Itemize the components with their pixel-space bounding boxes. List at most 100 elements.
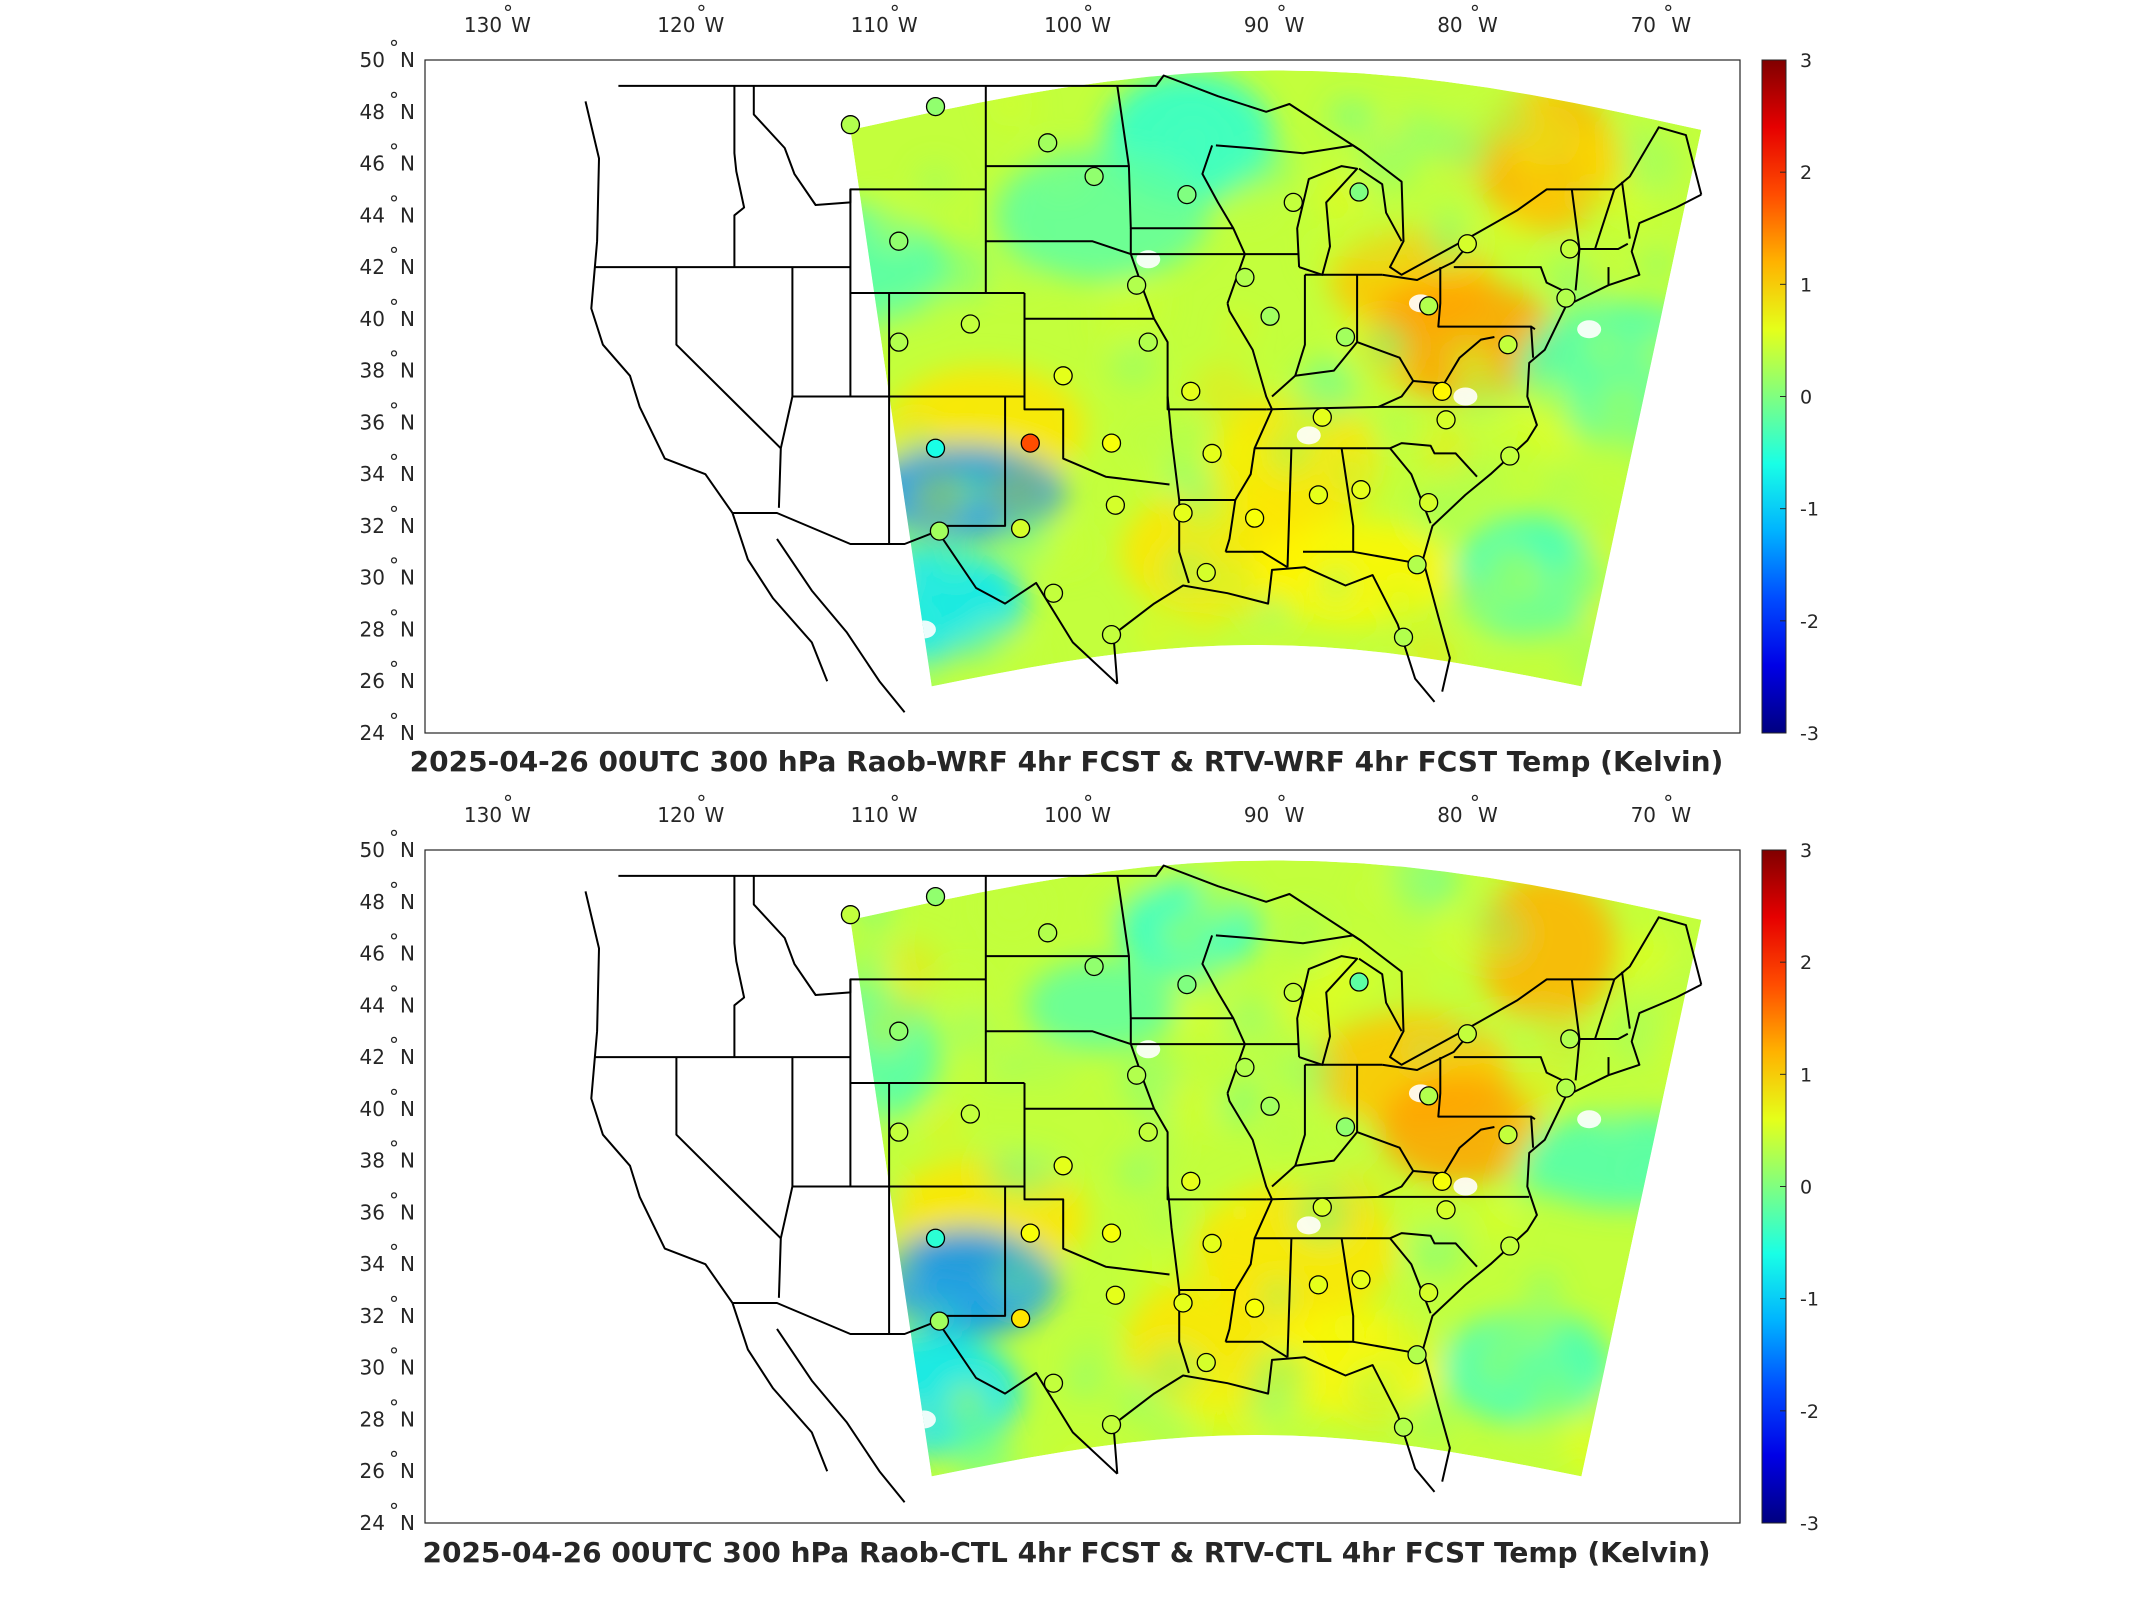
lat-tick-hemisphere: N	[400, 1252, 415, 1276]
map-svg-top: 130 °W 120 °W 110 °W 100 °W 90 °W 80 °W 70 °W50 ° N48 ° N…	[360, 1, 1819, 745]
lat-tick-hemisphere: N	[400, 1045, 415, 1069]
map-panel-top: 130 ° W 120 ° W 110 ° W 100 ° W 90 ° W 80 ° W 70 ° W 50 ° N 48 ° N…	[0, 0, 2133, 790]
lon-tick-label: 130	[464, 13, 502, 37]
map-panel-bottom: 130 ° W 120 ° W 110 ° W 100 ° W 90 ° W 80 ° W 70 ° W 50 ° N 48 ° N…	[0, 790, 2133, 1600]
lat-tick-hemisphere: N	[400, 838, 415, 862]
colorbar-tick-label: -1	[1800, 499, 1819, 521]
station-marker	[1436, 410, 1456, 430]
station-marker	[1084, 956, 1104, 977]
station-marker	[1308, 485, 1329, 505]
lon-tick-hemisphere: W	[1091, 13, 1111, 37]
lat-tick-label: 26	[360, 1459, 385, 1483]
degree-mark: °	[389, 930, 399, 954]
lat-tick-hemisphere: N	[400, 1200, 415, 1224]
lat-tick-hemisphere: N	[400, 410, 415, 434]
raob-stations	[840, 886, 1580, 1437]
raob-stations	[840, 96, 1580, 647]
lat-tick-hemisphere: N	[400, 890, 415, 914]
degree-mark: °	[389, 657, 399, 681]
lat-tick-label: 42	[360, 1045, 385, 1069]
lon-tick-label: 90	[1244, 803, 1269, 827]
station-marker	[1235, 1057, 1255, 1078]
lat-tick-hemisphere: N	[400, 1407, 415, 1431]
station-marker	[960, 314, 980, 334]
lat-tick-label: 36	[360, 410, 385, 434]
degree-mark: °	[389, 1188, 399, 1212]
station-marker	[1500, 1236, 1520, 1256]
station-marker	[1181, 1171, 1201, 1191]
lat-tick-label: 34	[360, 1252, 385, 1276]
degree-mark: °	[1277, 791, 1287, 815]
degree-mark: °	[389, 88, 399, 112]
station-marker	[1457, 1024, 1477, 1044]
station-marker	[1105, 1285, 1126, 1305]
degree-mark: °	[1663, 1, 1673, 25]
station-marker	[1308, 1275, 1329, 1295]
lat-tick-hemisphere: N	[400, 1097, 415, 1121]
lat-tick-hemisphere: N	[400, 1511, 415, 1535]
station-marker	[1138, 332, 1158, 352]
map-boundaries	[584, 864, 1703, 1503]
degree-mark: °	[389, 554, 399, 578]
lat-tick-label: 32	[360, 1304, 385, 1328]
axes-frame	[424, 59, 1741, 734]
chart-title-top: 2025-04-26 00UTC 300 hPa Raob-WRF 4hr FC…	[409, 745, 1724, 778]
colorbar-tick-label: 3	[1800, 840, 1812, 862]
lon-tick-hemisphere: W	[705, 803, 725, 827]
station-marker	[1393, 627, 1414, 647]
lon-tick-label: 90	[1244, 13, 1269, 37]
lat-tick-label: 46	[360, 152, 385, 176]
station-marker	[1432, 1171, 1452, 1191]
lat-tick-hemisphere: N	[400, 1356, 415, 1380]
degree-mark: °	[389, 826, 399, 850]
colorbar-tick-label: -2	[1800, 1401, 1819, 1423]
station-marker	[1177, 184, 1197, 205]
lat-tick-label: 30	[360, 566, 385, 590]
colorbar-tick-label: -3	[1800, 723, 1819, 745]
colorbar-tick-label: 2	[1800, 952, 1812, 974]
station-marker	[925, 886, 946, 907]
lat-tick-label: 42	[360, 255, 385, 279]
lon-tick-hemisphere: W	[705, 13, 725, 37]
lon-tick-label: 70	[1631, 803, 1656, 827]
degree-mark: °	[890, 791, 900, 815]
station-marker	[1407, 555, 1427, 575]
station-marker	[1393, 1417, 1414, 1437]
station-marker	[1419, 492, 1439, 513]
degree-mark: °	[389, 878, 399, 902]
lat-tick-hemisphere: N	[400, 721, 415, 745]
lon-tick-label: 70	[1631, 13, 1656, 37]
lat-tick-label: 44	[360, 993, 385, 1017]
station-marker	[925, 1228, 946, 1248]
degree-mark: °	[389, 1085, 399, 1109]
axes-frame	[424, 849, 1741, 1524]
heat-field	[850, 70, 1702, 687]
station-marker	[1349, 182, 1369, 202]
lat-tick-hemisphere: N	[400, 462, 415, 486]
degree-mark: °	[389, 243, 399, 267]
lat-tick-hemisphere: N	[400, 307, 415, 331]
station-marker	[1556, 288, 1576, 308]
station-marker	[889, 1021, 909, 1041]
lat-tick-hemisphere: N	[400, 152, 415, 176]
lat-tick-label: 50	[360, 48, 385, 72]
map-svg-bottom: 130 °W 120 °W 110 °W 100 °W 90 °W 80 °W 70 °W50 ° N48 ° N…	[360, 791, 1819, 1535]
lat-tick-label: 44	[360, 203, 385, 227]
lat-tick-hemisphere: N	[400, 203, 415, 227]
station-marker	[1101, 624, 1122, 645]
lon-tick-hemisphere: W	[1285, 13, 1305, 37]
lon-tick-hemisphere: W	[511, 13, 531, 37]
station-marker	[1312, 407, 1332, 427]
station-marker	[1053, 1156, 1073, 1176]
station-marker	[1105, 495, 1126, 515]
map-boundaries	[584, 74, 1703, 713]
lat-tick-hemisphere: N	[400, 566, 415, 590]
station-marker	[1010, 1308, 1031, 1329]
lat-tick-hemisphere: N	[400, 100, 415, 124]
lat-tick-label: 38	[360, 1149, 385, 1173]
station-marker	[1436, 1200, 1456, 1220]
lat-tick-hemisphere: N	[400, 617, 415, 641]
station-marker	[1101, 1223, 1122, 1243]
lon-tick-label: 80	[1437, 13, 1462, 37]
lat-tick-label: 48	[360, 890, 385, 914]
